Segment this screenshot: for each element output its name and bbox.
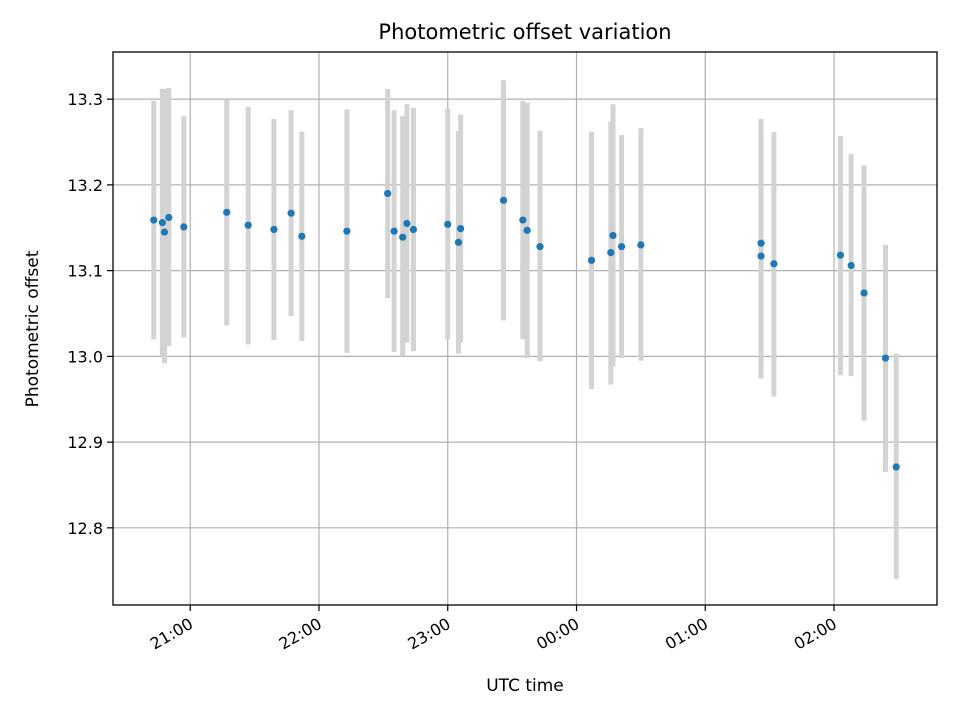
data-point <box>399 233 407 241</box>
data-point <box>158 219 166 227</box>
data-point <box>298 232 306 240</box>
data-point <box>270 225 278 234</box>
data-point <box>287 209 295 217</box>
y-axis-label: Photometric offset <box>23 250 43 407</box>
data-point <box>881 354 890 362</box>
data-point <box>343 227 351 235</box>
data-point <box>860 289 868 297</box>
y-tick-label: 12.9 <box>67 433 103 452</box>
data-point <box>847 261 855 270</box>
data-point <box>160 228 169 236</box>
data-point <box>454 238 463 246</box>
data-point <box>409 225 418 234</box>
data-point <box>519 216 527 224</box>
data-point <box>617 243 626 251</box>
y-tick-label: 13.0 <box>67 347 103 366</box>
data-point <box>609 231 617 240</box>
y-axis-ticks: 12.8 12.9 13.0 13.1 13.2 13.3 <box>67 90 113 538</box>
data-point <box>403 219 411 228</box>
chart-title: Photometric offset variation <box>378 20 671 44</box>
data-point <box>536 243 544 251</box>
data-point <box>523 226 531 234</box>
data-point <box>499 196 508 204</box>
data-point <box>607 249 615 257</box>
data-point <box>836 251 845 259</box>
data-point <box>180 223 188 231</box>
data-point <box>770 260 778 268</box>
data-point <box>165 213 173 222</box>
data-point <box>150 216 158 224</box>
plot-frame <box>112 51 938 606</box>
data-point <box>390 227 398 235</box>
data-point <box>757 252 765 260</box>
data-points <box>150 189 900 471</box>
data-point <box>892 463 900 471</box>
y-tick-label: 13.1 <box>67 262 103 281</box>
data-point <box>457 225 465 233</box>
x-axis-label: UTC time <box>486 676 564 696</box>
data-point <box>757 239 765 247</box>
data-point <box>444 220 452 228</box>
y-tick-label: 13.2 <box>67 176 103 195</box>
y-tick-label: 13.3 <box>67 90 103 109</box>
data-point <box>587 256 596 264</box>
y-tick-label: 12.8 <box>67 519 103 538</box>
data-point <box>384 189 392 198</box>
data-point <box>244 221 252 229</box>
data-point <box>223 208 231 216</box>
data-point <box>637 241 645 249</box>
